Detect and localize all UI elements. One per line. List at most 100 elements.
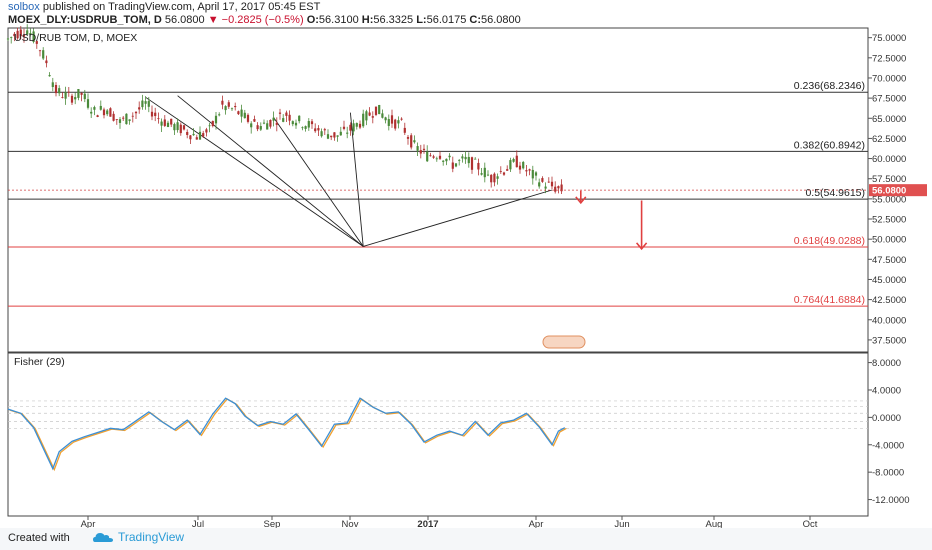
fan-line — [145, 96, 364, 247]
price-tick-label: 75.0000 — [872, 33, 906, 44]
high-value: 56.3325 — [373, 14, 414, 26]
candle-body — [269, 119, 272, 127]
candle-body — [515, 155, 518, 168]
candle-body — [122, 117, 125, 119]
candle-body — [432, 156, 435, 158]
down-arrow-head-icon — [635, 242, 648, 251]
candle-body — [371, 116, 374, 118]
candle-body — [16, 30, 19, 39]
candle-body — [554, 186, 557, 192]
candle-body — [230, 108, 234, 110]
candle-body — [429, 155, 432, 157]
candle-body — [198, 131, 202, 140]
candle-body — [365, 111, 368, 121]
ohlc-legend: MOEX_DLY:USDRUB_TOM, D 56.0800 ▼ −0.2825… — [8, 14, 521, 26]
candle-body — [557, 186, 560, 189]
fib-level-label: 0.236(68.2346) — [794, 80, 865, 92]
candle-body — [147, 101, 150, 107]
candle-body — [314, 128, 317, 132]
price-tick-label: 50.0000 — [872, 235, 906, 246]
candle-body — [256, 125, 259, 130]
candle-body — [74, 97, 77, 100]
candle-body — [410, 135, 413, 148]
candle-body — [390, 115, 394, 124]
fib-level-label: 0.764(41.6884) — [794, 294, 865, 306]
time-tick-label: Nov — [342, 519, 359, 528]
author-link[interactable]: solbox — [8, 1, 40, 13]
fisher-tick-label: -4.0000 — [872, 440, 904, 451]
tradingview-brand[interactable]: TradingView — [92, 530, 184, 544]
candle-body — [250, 123, 253, 128]
candle-body — [445, 158, 448, 162]
candle-body — [509, 160, 512, 170]
last-price-label: 56.0800 — [872, 186, 906, 197]
time-tick-label: Sep — [264, 519, 281, 528]
candle-body — [496, 176, 499, 179]
candle-body — [387, 119, 390, 126]
candle-body — [477, 162, 480, 170]
candle-body — [80, 92, 83, 95]
candle-body — [394, 119, 397, 129]
candle-body — [102, 109, 106, 116]
candle-body — [301, 127, 304, 129]
candle-body — [278, 112, 282, 114]
candle-body — [304, 126, 307, 129]
candle-body — [272, 117, 275, 121]
candle-body — [493, 173, 496, 183]
candle-body — [461, 156, 464, 159]
candle-body — [214, 115, 218, 124]
candle-body — [336, 135, 339, 137]
candle-body — [538, 182, 541, 187]
candle-body — [490, 174, 493, 183]
candle-body — [58, 88, 61, 94]
candle-body — [368, 112, 371, 116]
candle-body — [266, 123, 269, 130]
down-arrow-head-icon — [575, 196, 587, 205]
brand-label: TradingView — [118, 530, 185, 544]
candle-body — [6, 38, 10, 40]
candle-body — [288, 114, 291, 121]
candle-body — [182, 125, 186, 130]
candle-body — [205, 129, 208, 133]
candle-body — [282, 118, 285, 122]
price-tick-label: 72.5000 — [872, 53, 906, 64]
candle-body — [547, 181, 550, 183]
candle-body — [237, 111, 240, 115]
candle-body — [333, 132, 336, 138]
price-tick-label: 52.5000 — [872, 215, 906, 226]
candle-body — [550, 181, 554, 187]
candle-body — [451, 162, 454, 169]
chart-header: solbox published on TradingView.com, Apr… — [0, 0, 932, 28]
created-with-text: Created with — [8, 532, 70, 544]
candle-body — [163, 119, 166, 126]
candle-body — [499, 171, 502, 172]
high-label: H: — [361, 14, 374, 26]
candle-body — [262, 122, 266, 124]
candle-body — [467, 156, 470, 164]
candle-body — [96, 115, 99, 117]
candle-body — [342, 126, 346, 129]
fisher-line — [7, 397, 566, 471]
time-tick-label: 2017 — [417, 519, 438, 528]
fisher-tick-label: 4.0000 — [872, 385, 901, 396]
candle-body — [253, 119, 256, 122]
candle-body — [202, 133, 205, 137]
candle-body — [448, 155, 451, 158]
chart-title: USD/RUB TOM, D, MOEX — [14, 32, 137, 44]
fan-line — [273, 117, 364, 247]
candle-body — [352, 123, 355, 132]
fisher-title: Fisher (29) — [14, 356, 65, 368]
candle-body — [320, 131, 323, 137]
candle-body — [480, 173, 483, 175]
candle-body — [240, 109, 243, 117]
candle-body — [381, 113, 384, 118]
footer: Created with TradingView — [0, 528, 932, 550]
candle-body — [506, 169, 509, 171]
candle-body — [346, 132, 349, 134]
candle-body — [26, 30, 29, 35]
time-tick-label: Apr — [529, 519, 544, 528]
candle-body — [454, 163, 458, 167]
candle-body — [150, 111, 154, 117]
price-chart[interactable]: 75.0000 72.5000 70.0000 67.5000 65.0000 62.50… — [0, 0, 932, 528]
fisher-tick-label: -8.0000 — [872, 468, 904, 479]
